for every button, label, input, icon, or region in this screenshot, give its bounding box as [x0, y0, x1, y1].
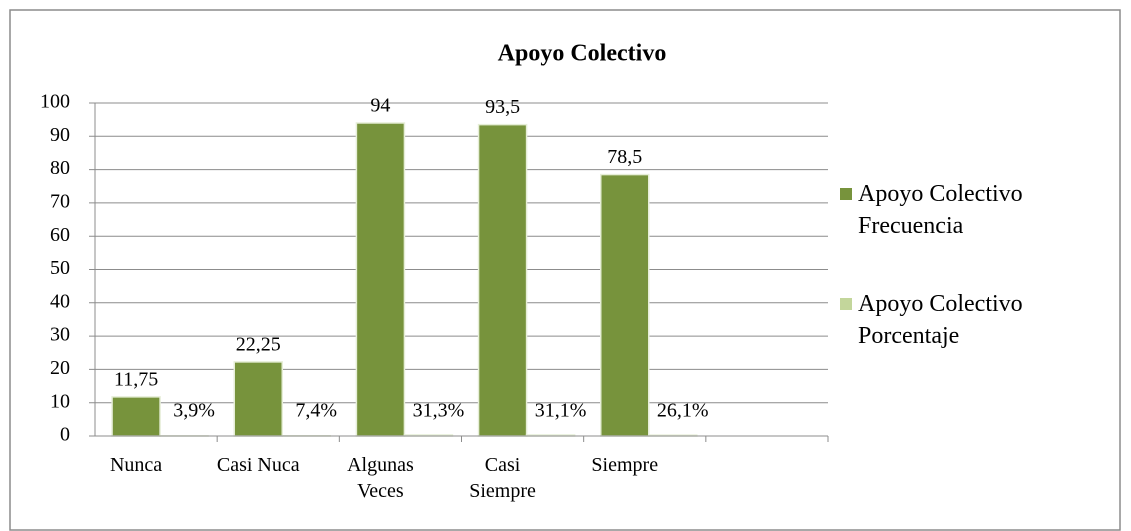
- y-tick-label: 100: [40, 91, 70, 113]
- y-tick-label: 30: [50, 324, 70, 346]
- data-label: 7,4%: [295, 400, 337, 422]
- chart-title: Apoyo Colectivo: [498, 41, 667, 67]
- legend-swatch: [840, 188, 852, 200]
- y-tick-label: 0: [60, 424, 70, 446]
- bar: [111, 396, 161, 437]
- y-tick-label: 80: [50, 157, 70, 179]
- data-label: 31,3%: [413, 400, 465, 422]
- data-label: 31,1%: [535, 400, 587, 422]
- y-tick-label: 10: [50, 390, 70, 412]
- data-label: 94: [370, 95, 390, 117]
- x-tick-label: Casi Nuca: [216, 454, 300, 476]
- y-tick-label: 40: [50, 290, 70, 312]
- data-label: 22,25: [236, 334, 281, 356]
- y-tick-label: 90: [50, 124, 70, 146]
- y-tick-label: 50: [50, 257, 70, 279]
- bar: [355, 122, 406, 437]
- data-label: 26,1%: [657, 400, 709, 422]
- y-tick-label: 20: [50, 357, 70, 379]
- legend-label: Apoyo Colectivo Frecuencia: [858, 181, 1023, 239]
- x-tick-label: Algunas Veces: [347, 454, 414, 502]
- data-label: 78,5: [607, 146, 642, 168]
- x-tick-label: Casi Siempre: [469, 454, 536, 502]
- bar: [233, 361, 283, 437]
- legend-swatch: [840, 298, 852, 310]
- y-tick-label: 70: [50, 190, 70, 212]
- data-label: 93,5: [485, 96, 520, 118]
- bar: [600, 173, 650, 437]
- bar: [477, 123, 528, 437]
- legend-label: Apoyo Colectivo Porcentaje: [858, 291, 1023, 349]
- data-label: 11,75: [114, 368, 158, 390]
- x-tick-label: Siempre: [591, 454, 659, 476]
- x-tick-label: Nunca: [109, 454, 163, 476]
- y-tick-label: 60: [50, 224, 70, 246]
- data-label: 3,9%: [173, 400, 215, 422]
